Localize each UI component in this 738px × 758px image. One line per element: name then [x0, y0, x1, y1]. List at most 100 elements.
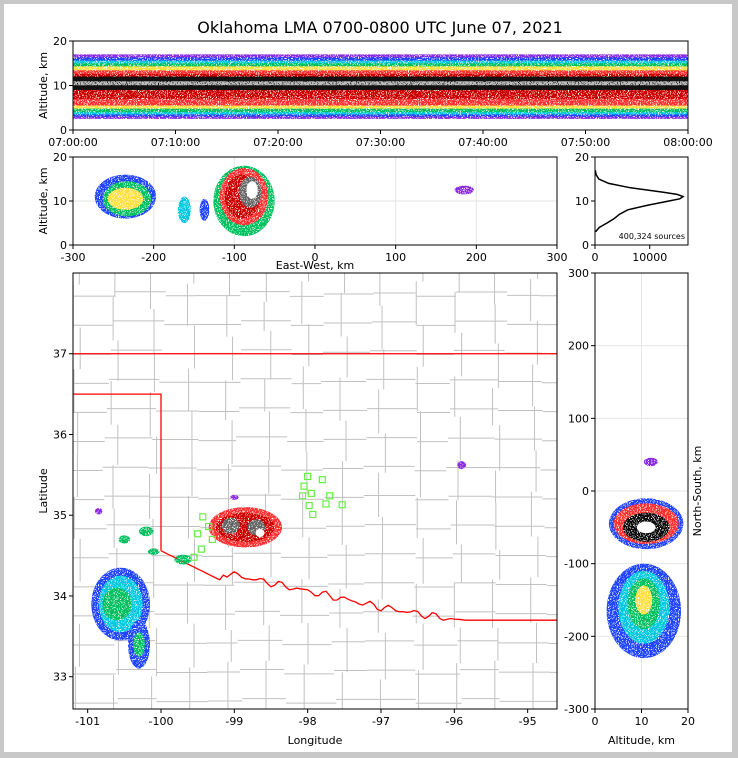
x-tick-label: -300	[61, 251, 86, 264]
x-tick-label: 07:40:00	[458, 136, 507, 149]
north-south-panel: 0 10 20 -300 -200 -100 0 100 200 300 Altitude, km N…	[564, 267, 704, 747]
x-axis-label: East-West, km	[276, 259, 354, 272]
x-tick-label: -95	[519, 715, 537, 728]
source-density-cell	[177, 196, 191, 223]
chart-title: Oklahoma LMA 0700-0800 UTC June 07, 2021	[197, 18, 563, 37]
y-tick-label: 37	[53, 348, 67, 361]
source-count-annotation: 400,324 sources	[619, 232, 685, 241]
x-tick-label: 07:10:00	[151, 136, 200, 149]
source-density-cell	[636, 521, 656, 534]
y-tick-label: 20	[53, 35, 67, 48]
x-tick-label: 07:30:00	[356, 136, 405, 149]
border-line	[73, 393, 162, 551]
lma-station-marker	[305, 501, 313, 510]
source-density-cell	[147, 548, 160, 555]
source-density-cell	[95, 507, 103, 515]
y-tick-label: 0	[60, 239, 67, 252]
lma-station-marker	[304, 472, 312, 481]
x-tick-label: 100	[385, 251, 406, 264]
x-axis-label: Altitude, km	[608, 734, 675, 747]
source-density-cell	[643, 457, 658, 467]
y-tick-label: 20	[53, 151, 67, 164]
y-axis-label: North-South, km	[691, 446, 704, 537]
plan-view-panel: -101 -100 -99 -98 -97 -96 -95 33 34 35 36 37 Longitu…	[37, 272, 558, 747]
source-density-cell	[102, 587, 132, 621]
source-density-cell	[133, 632, 145, 657]
y-tick-label: -300	[564, 703, 589, 716]
lma-station-marker	[307, 489, 315, 498]
source-density-cell	[118, 535, 131, 544]
source-density-cell	[139, 526, 154, 537]
lma-station-marker	[298, 492, 307, 500]
y-tick-label: 300	[568, 267, 589, 280]
y-tick-label: 0	[60, 124, 67, 137]
x-tick-label: -96	[445, 715, 463, 728]
altitude-time-density	[73, 54, 688, 119]
y-tick-label: 0	[582, 485, 589, 498]
x-axis-label: Longitude	[288, 734, 343, 747]
x-tick-label: -100	[149, 715, 174, 728]
source-density-cell	[255, 528, 265, 538]
lma-station-marker	[338, 501, 346, 509]
source-density-cell	[199, 198, 210, 221]
x-tick-label: 10	[635, 715, 649, 728]
lma-station-marker	[208, 535, 216, 544]
y-tick-label: 100	[568, 412, 589, 425]
y-tick-label: 0	[582, 239, 589, 252]
axes-frame	[72, 272, 558, 710]
y-axis-label: Altitude, km	[37, 52, 50, 119]
source-density-cell	[246, 181, 258, 199]
x-tick-label: -99	[225, 715, 243, 728]
x-tick-label: 07:00:00	[48, 136, 97, 149]
source-density-cell	[229, 495, 239, 500]
lma-figure: Oklahoma LMA 0700-0800 UTC June 07, 2021…	[37, 18, 713, 747]
y-tick-label: 33	[53, 671, 67, 684]
x-tick-label: -100	[222, 251, 247, 264]
y-tick-label: 10	[575, 195, 589, 208]
y-tick-label: 10	[53, 80, 67, 93]
source-density-cell	[635, 585, 653, 615]
x-tick-label: 10000	[632, 251, 667, 264]
source-density-cell	[454, 185, 474, 195]
y-tick-label: 36	[53, 428, 67, 441]
altitude-time-panel: 07:00:00 07:10:00 07:20:00 07:30:00 07:40:00…	[37, 35, 713, 149]
lma-station-marker	[309, 510, 317, 519]
x-tick-label: 07:20:00	[253, 136, 302, 149]
figure-frame: Oklahoma LMA 0700-0800 UTC June 07, 2021…	[4, 4, 732, 752]
source-density-cell	[457, 461, 467, 470]
y-tick-label: 34	[53, 590, 67, 603]
lma-station-marker	[199, 513, 207, 521]
lma-station-marker	[322, 500, 330, 508]
x-tick-label: 200	[466, 251, 487, 264]
y-axis-label: Altitude, km	[37, 167, 50, 234]
lma-station-marker	[197, 545, 205, 553]
y-tick-label: 10	[53, 195, 67, 208]
x-tick-label: 0	[312, 251, 319, 264]
x-tick-label: -98	[299, 715, 317, 728]
border-line	[160, 550, 557, 621]
lma-station-marker	[205, 522, 213, 531]
y-tick-label: 35	[53, 509, 67, 522]
x-tick-label: -97	[372, 715, 390, 728]
y-tick-label: -100	[564, 558, 589, 571]
y-tick-label: 200	[568, 340, 589, 353]
source-density-cell	[221, 517, 240, 534]
lma-station-marker	[194, 530, 202, 538]
lma-station-marker	[300, 482, 308, 490]
x-tick-label: 0	[592, 715, 599, 728]
y-axis-label: Latitude	[37, 468, 50, 514]
x-tick-label: 08:00:00	[663, 136, 712, 149]
state-boundaries	[73, 353, 557, 621]
x-tick-label: 0	[592, 251, 599, 264]
density-core	[73, 81, 688, 86]
east-west-panel: -300 -200 -100 0 100 200 300 0 10 20 East-West, km…	[37, 151, 568, 272]
y-tick-label: 20	[575, 151, 589, 164]
source-density-cell	[174, 554, 192, 565]
x-tick-label: -200	[141, 251, 166, 264]
lma-station-marker	[318, 476, 326, 484]
source-density-cell	[107, 187, 144, 210]
altitude-histogram-line	[594, 170, 685, 233]
x-tick-label: -101	[75, 715, 100, 728]
y-tick-label: -200	[564, 630, 589, 643]
lma-station-marker	[190, 553, 198, 561]
